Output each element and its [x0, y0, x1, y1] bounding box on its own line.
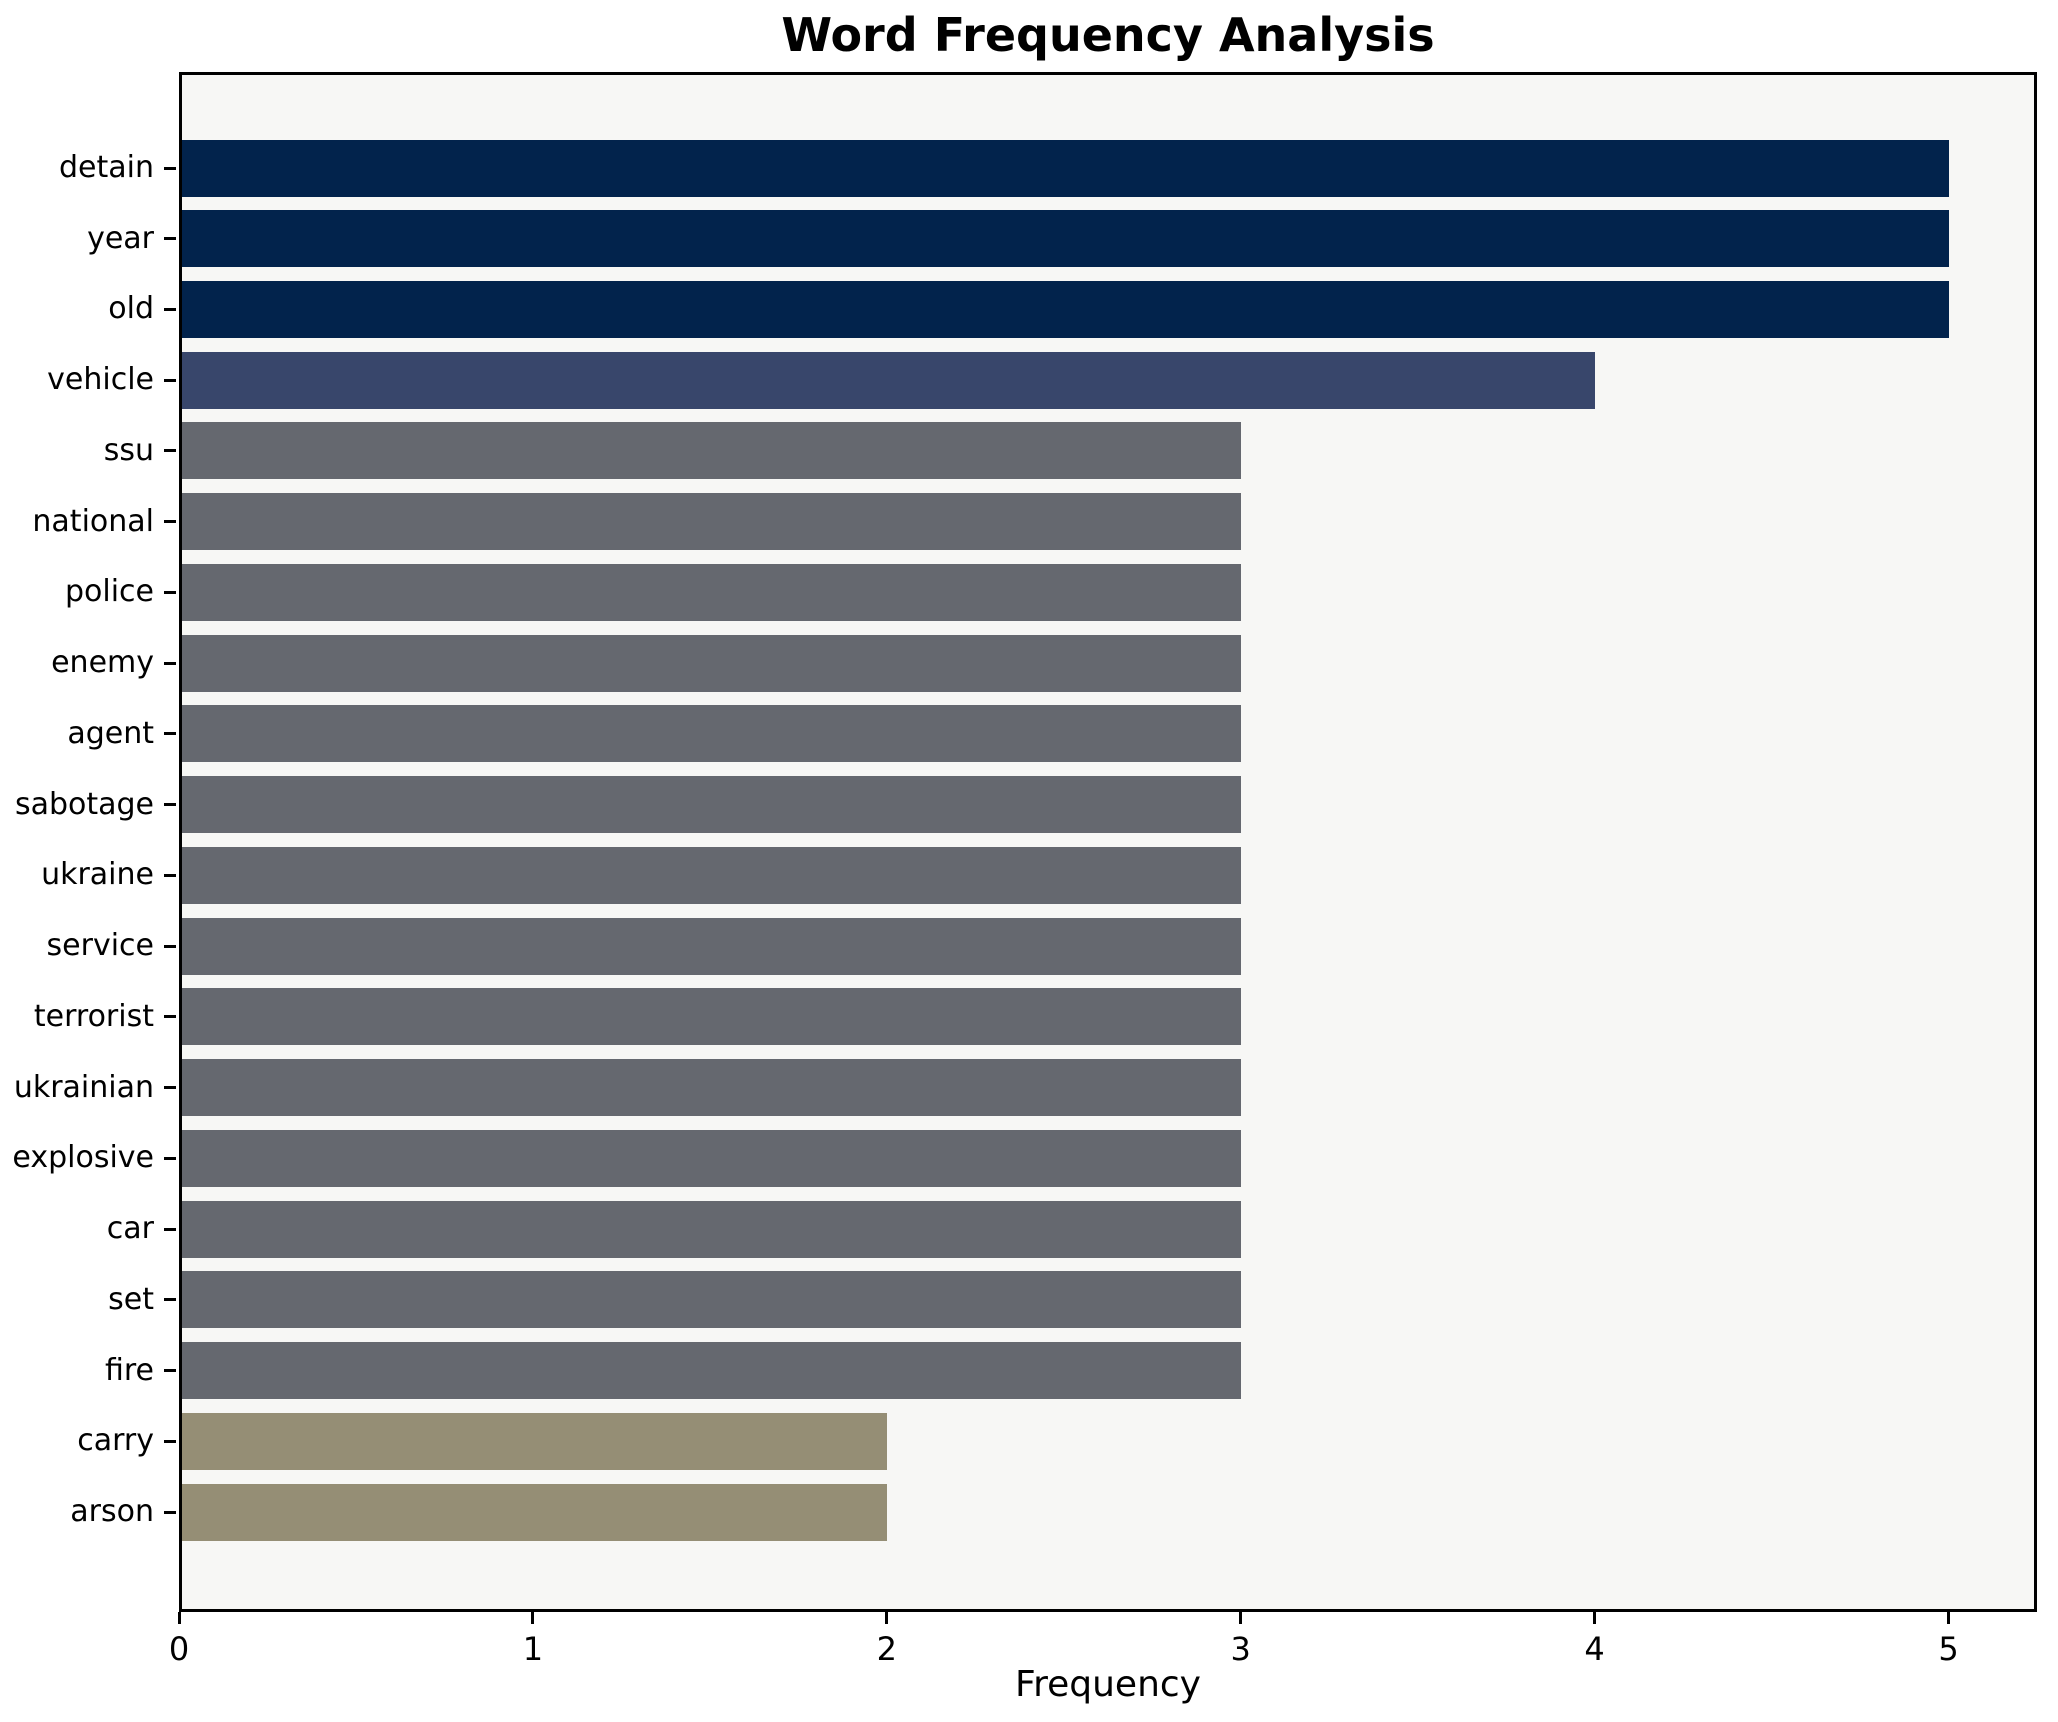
y-tick-mark: [164, 378, 176, 382]
bar-old: [182, 280, 1949, 338]
y-tick-label-ssu: ssu: [103, 432, 154, 468]
y-tick-mark: [164, 590, 176, 594]
y-tick-mark: [164, 732, 176, 736]
y-tick-mark: [164, 520, 176, 524]
bar-sabotage: [182, 776, 1241, 834]
bar-police: [182, 563, 1241, 621]
x-tick-label-5: 5: [1938, 1630, 1959, 1668]
bar-explosive: [182, 1129, 1241, 1187]
bar-ssu: [182, 422, 1241, 480]
y-tick-label-explosive: explosive: [12, 1140, 154, 1176]
y-tick-label-detain: detain: [59, 150, 154, 185]
x-tick-label-3: 3: [1230, 1630, 1251, 1668]
x-tick-label-0: 0: [168, 1630, 190, 1668]
y-tick-mark: [164, 1439, 176, 1443]
y-tick-label-old: old: [108, 291, 154, 327]
bar-ukrainian: [182, 1059, 1241, 1117]
bar-year: [182, 210, 1949, 268]
y-tick-label-set: set: [108, 1281, 154, 1317]
y-tick-mark: [164, 1369, 176, 1373]
x-tick-label-2: 2: [876, 1630, 897, 1668]
y-tick-label-fire: fire: [104, 1352, 154, 1388]
x-tick-label-4: 4: [1584, 1630, 1605, 1668]
y-tick-label-ukrainian: ukrainian: [13, 1069, 154, 1105]
x-tick-mark: [531, 1612, 535, 1624]
y-tick-mark: [164, 237, 176, 241]
bar-vehicle: [182, 351, 1595, 409]
bar-fire: [182, 1342, 1241, 1400]
y-tick-label-sabotage: sabotage: [14, 786, 154, 822]
bar-ukraine: [182, 846, 1241, 904]
y-tick-mark: [164, 1156, 176, 1160]
y-tick-mark: [164, 307, 176, 311]
y-tick-label-police: police: [64, 574, 154, 610]
x-tick-mark: [1239, 1612, 1243, 1624]
bar-carry: [182, 1412, 887, 1470]
y-tick-mark: [164, 166, 176, 170]
chart-title: Word Frequency Analysis: [781, 8, 1435, 62]
y-tick-label-vehicle: vehicle: [47, 362, 154, 398]
x-tick-mark: [177, 1612, 181, 1624]
y-tick-label-year: year: [87, 220, 154, 256]
bar-agent: [182, 705, 1241, 763]
y-tick-mark: [164, 803, 176, 807]
bar-detain: [182, 139, 1949, 197]
x-tick-mark: [1947, 1612, 1951, 1624]
x-tick-label-1: 1: [522, 1630, 544, 1668]
x-axis-title: Frequency: [1015, 1664, 1201, 1705]
y-tick-mark: [164, 944, 176, 948]
y-tick-label-national: national: [32, 503, 154, 539]
y-tick-mark: [164, 1086, 176, 1090]
y-tick-mark: [164, 873, 176, 877]
bar-service: [182, 917, 1241, 975]
x-tick-mark: [885, 1612, 889, 1624]
x-tick-mark: [1593, 1612, 1597, 1624]
y-tick-label-agent: agent: [67, 715, 154, 751]
bar-set: [182, 1271, 1241, 1329]
y-tick-mark: [164, 449, 176, 453]
y-tick-label-service: service: [46, 928, 154, 964]
y-tick-label-arson: arson: [70, 1494, 154, 1530]
bar-terrorist: [182, 988, 1241, 1046]
y-tick-label-car: car: [106, 1211, 154, 1247]
bar-car: [182, 1200, 1241, 1258]
bar-arson: [182, 1483, 887, 1541]
y-tick-label-terrorist: terrorist: [33, 998, 154, 1034]
bar-national: [182, 493, 1241, 551]
y-tick-label-enemy: enemy: [51, 645, 154, 681]
y-tick-label-carry: carry: [77, 1423, 154, 1459]
y-tick-label-ukraine: ukraine: [41, 857, 154, 893]
y-tick-mark: [164, 661, 176, 665]
y-tick-mark: [164, 1015, 176, 1019]
y-tick-mark: [164, 1510, 176, 1514]
y-tick-mark: [164, 1298, 176, 1302]
y-tick-mark: [164, 1227, 176, 1231]
bar-enemy: [182, 634, 1241, 692]
